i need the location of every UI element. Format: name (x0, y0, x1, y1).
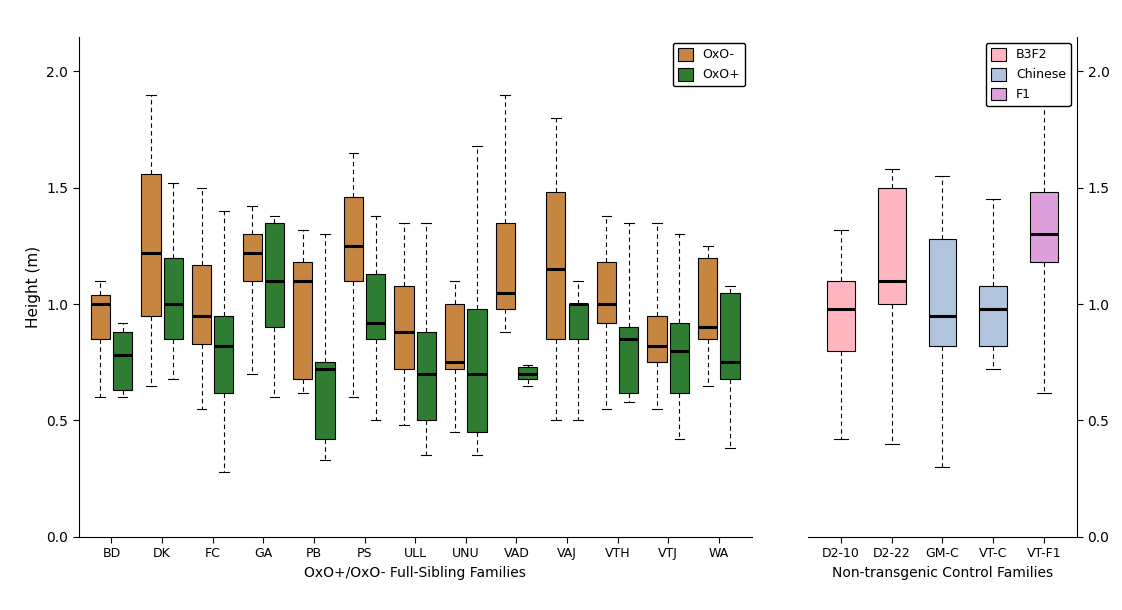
PathPatch shape (265, 223, 284, 328)
PathPatch shape (242, 234, 261, 281)
PathPatch shape (192, 265, 211, 343)
PathPatch shape (467, 309, 487, 432)
X-axis label: Non-transgenic Control Families: Non-transgenic Control Families (831, 565, 1054, 580)
PathPatch shape (877, 188, 905, 304)
PathPatch shape (91, 295, 110, 339)
PathPatch shape (720, 293, 739, 379)
PathPatch shape (416, 332, 435, 420)
PathPatch shape (546, 193, 565, 339)
PathPatch shape (343, 197, 364, 281)
PathPatch shape (496, 223, 515, 309)
PathPatch shape (445, 304, 465, 369)
PathPatch shape (597, 262, 616, 323)
PathPatch shape (366, 274, 385, 339)
PathPatch shape (619, 328, 638, 393)
PathPatch shape (647, 316, 666, 362)
PathPatch shape (113, 332, 132, 390)
PathPatch shape (698, 257, 717, 339)
PathPatch shape (827, 281, 855, 351)
X-axis label: OxO+/OxO- Full-Sibling Families: OxO+/OxO- Full-Sibling Families (304, 565, 526, 580)
PathPatch shape (1030, 193, 1058, 262)
PathPatch shape (518, 367, 537, 379)
PathPatch shape (141, 174, 160, 316)
PathPatch shape (569, 304, 588, 339)
PathPatch shape (164, 257, 183, 339)
PathPatch shape (395, 285, 414, 369)
PathPatch shape (293, 262, 312, 379)
Legend: B3F2, Chinese, F1: B3F2, Chinese, F1 (986, 43, 1070, 106)
PathPatch shape (929, 239, 956, 346)
PathPatch shape (670, 323, 689, 393)
PathPatch shape (315, 362, 334, 439)
Y-axis label: Height (m): Height (m) (26, 246, 40, 328)
PathPatch shape (980, 285, 1008, 346)
Legend: OxO-, OxO+: OxO-, OxO+ (673, 43, 745, 87)
PathPatch shape (214, 316, 233, 393)
